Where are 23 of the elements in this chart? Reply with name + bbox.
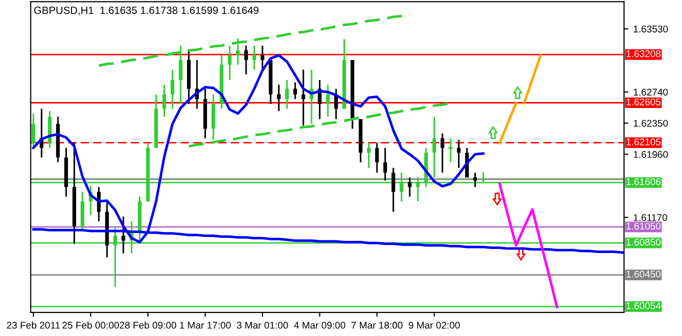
x-tick-label: 25 Feb 00:00 [62,322,119,329]
y-tick-label: 1.61170 [634,214,668,222]
x-tick-label: 9 Mar 02:00 [408,322,460,329]
x-tick-label: 23 Feb 2011 [6,322,60,329]
chart-title: GBPUSD,H1 1.61635 1.61738 1.61599 1.61649 [34,6,258,16]
ref-line-label: 1.61050 [626,222,661,230]
y-tick-label: 1.61960 [634,151,668,158]
x-tick-label: 28 Feb 09:00 [120,322,176,329]
ref-line-label: 1.60450 [626,270,661,278]
line-series [498,182,558,308]
ref-line-label: 1.60054 [626,302,661,310]
ref-line-label: 1.62605 [626,98,661,106]
y-tick-label: 1.62740 [634,88,668,96]
x-tick-label: 3 Mar 01:00 [236,322,288,329]
x-tick-label: 1 Mar 17:00 [180,322,231,329]
x-tick-label: 7 Mar 18:00 [352,322,403,329]
ref-line-label: 1.62105 [626,138,661,146]
ref-line-label: 1.63208 [626,50,661,58]
y-tick-label: 1.63530 [634,26,668,32]
ref-line-label: 1.60850 [626,238,661,246]
y-tick-label: 1.62350 [634,120,668,127]
x-tick-label: 4 Mar 09:00 [294,322,346,329]
ref-line-label: 1.61606 [626,178,661,186]
